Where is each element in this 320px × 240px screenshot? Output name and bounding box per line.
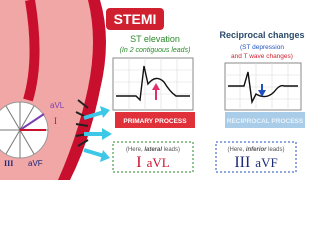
slide: aVL I III aVF STEMI ST elevation (In 2 c… [0, 0, 305, 180]
leads: III aVF [234, 154, 277, 171]
infarct-zone [75, 99, 89, 147]
note-emphasis: lateral [144, 147, 162, 153]
leads-box [112, 141, 194, 173]
process-label: PRIMARY PROCESS [123, 118, 187, 125]
depression-arrowhead [258, 90, 266, 97]
axis-label: aVF [28, 159, 43, 168]
ecg-box [112, 57, 194, 111]
lead: aVL [147, 155, 170, 170]
note-emphasis: inferior [246, 147, 267, 153]
process-button [225, 112, 305, 128]
panel-title: Reciprocal changes [219, 30, 304, 40]
note-text: leads) [162, 147, 180, 153]
lead: III [234, 154, 250, 171]
septum [23, 0, 40, 102]
leads-note: (Here, inferior leads) [227, 147, 284, 153]
ecg-trace [116, 65, 190, 102]
axis-label: aVL [50, 101, 65, 110]
leads-box [215, 141, 297, 173]
avl-vector [19, 113, 45, 131]
panel-title: ST elevation [130, 34, 180, 44]
lead: aVF [255, 155, 277, 170]
process-label: RECIPROCAL PROCESS [227, 118, 304, 125]
panel-subtitle: (In 2 contiguous leads) [120, 47, 191, 54]
process-button [115, 112, 195, 128]
panel-subtitle: and T wave changes) [231, 53, 293, 60]
note-text: (Here, [126, 147, 144, 153]
note-text: leads) [267, 147, 285, 153]
lead: I [136, 154, 141, 171]
title-box [106, 8, 164, 30]
title: STEMI [114, 11, 157, 27]
leads-note: (Here, lateral leads) [126, 147, 180, 153]
ecg-grid [113, 58, 193, 110]
ecg-trace [228, 71, 298, 105]
note-text: (Here, [227, 147, 245, 153]
axis-label: I [54, 116, 57, 126]
arrows [83, 106, 112, 162]
axis-label: III [4, 159, 13, 168]
elevation-arrowhead [152, 83, 160, 90]
panel-subtitle: (ST depression [240, 44, 284, 51]
